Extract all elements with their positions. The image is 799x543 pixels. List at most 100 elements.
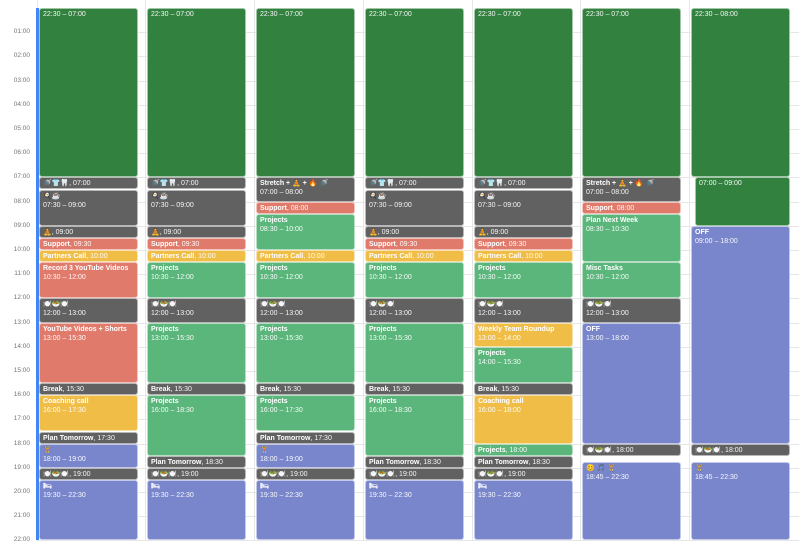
calendar-event[interactable]: Projects 13:00 – 15:30 — [256, 322, 355, 384]
hour-label: 14:00 — [13, 342, 30, 350]
calendar-event[interactable]: Projects 16:00 – 17:30 — [256, 395, 355, 432]
hour-label: 17:00 — [13, 415, 30, 423]
calendar-event[interactable]: 🧘, 09:00 — [474, 225, 573, 238]
calendar-event[interactable]: Projects 10:30 – 12:00 — [365, 262, 464, 299]
calendar-event[interactable]: Projects 14:00 – 15:30 — [474, 346, 573, 384]
calendar-event[interactable]: 22:30 – 07:00 — [39, 8, 138, 178]
calendar-event[interactable]: 22:30 – 07:00 — [474, 8, 573, 178]
event-time: 18:00 — [725, 446, 743, 454]
calendar-event[interactable]: Plan Tomorrow, 18:30 — [147, 455, 246, 468]
calendar-event[interactable]: Projects 16:00 – 18:30 — [147, 395, 246, 456]
calendar-event[interactable]: 🚿👕🦷, 07:00 — [147, 177, 246, 190]
calendar-event[interactable]: Support, 09:30 — [39, 237, 138, 250]
calendar-event[interactable]: 07:00 – 09:00 — [695, 177, 790, 226]
calendar-event[interactable]: 🧘, 09:00 — [147, 225, 246, 238]
event-time: 07:30 – 09:00 — [478, 201, 521, 209]
event-time: 10:30 – 12:00 — [43, 274, 86, 282]
calendar-event[interactable]: 😊 🎵 🏋 18:45 – 22:30 — [582, 461, 681, 540]
calendar-event[interactable]: 🍽️🥗🍽️ 12:00 – 13:00 — [365, 298, 464, 323]
calendar-event[interactable]: 🍽️🥗🍽️, 19:00 — [365, 467, 464, 480]
calendar-event[interactable]: Stretch + 🧘 + 🔥 🚿 07:00 – 08:00 — [256, 177, 355, 202]
calendar-event[interactable]: 🍽️🥗🍽️, 19:00 — [39, 467, 138, 480]
calendar-event[interactable]: 🍽️🥗🍽️ 12:00 – 13:00 — [147, 298, 246, 323]
calendar-event[interactable]: YouTube Videos + Shorts 13:00 – 15:30 — [39, 322, 138, 384]
calendar-event[interactable]: Plan Tomorrow, 17:30 — [256, 431, 355, 444]
calendar-event[interactable]: Break, 15:30 — [147, 383, 246, 396]
calendar-event[interactable]: Projects 16:00 – 18:30 — [365, 395, 464, 456]
calendar-event[interactable]: OFF 13:00 – 18:00 — [582, 322, 681, 444]
calendar-event[interactable]: OFF 09:00 – 18:00 — [691, 225, 790, 444]
calendar-event[interactable]: 🍳☕ 07:30 – 09:00 — [365, 189, 464, 226]
calendar-event[interactable]: 🛏 19:30 – 22:30 — [147, 479, 246, 540]
calendar-event[interactable]: Weekly Team Roundup 13:00 – 14:00 — [474, 322, 573, 347]
calendar-event[interactable]: 22:30 – 08:00 — [691, 8, 790, 178]
calendar-event[interactable]: Projects 13:00 – 15:30 — [147, 322, 246, 384]
calendar-event[interactable]: 🍳☕ 07:30 – 09:00 — [147, 189, 246, 226]
calendar-event[interactable]: Support, 09:30 — [365, 237, 464, 250]
calendar-event[interactable]: 22:30 – 07:00 — [365, 8, 464, 178]
calendar-event[interactable]: Plan Tomorrow, 18:30 — [474, 455, 573, 468]
event-title: Projects — [478, 265, 506, 273]
calendar-event[interactable]: 22:30 – 07:00 — [147, 8, 246, 178]
event-title: Support — [151, 240, 178, 248]
calendar-event[interactable]: Projects 08:30 – 10:00 — [256, 213, 355, 250]
calendar-event[interactable]: 🚿👕🦷, 07:00 — [365, 177, 464, 190]
calendar-event[interactable]: Support, 08:00 — [256, 201, 355, 214]
event-time: 22:30 – 07:00 — [478, 11, 521, 18]
calendar-event[interactable]: Break, 15:30 — [256, 383, 355, 396]
calendar-event[interactable]: Break, 15:30 — [39, 383, 138, 396]
calendar-event[interactable]: Partners Call, 10:00 — [474, 250, 573, 263]
calendar-event[interactable]: Projects 10:30 – 12:00 — [474, 262, 573, 299]
calendar-event[interactable]: 🚿👕🦷, 07:00 — [474, 177, 573, 190]
calendar-event[interactable]: Support, 09:30 — [474, 237, 573, 250]
calendar-event[interactable]: 🛏 19:30 – 22:30 — [39, 479, 138, 540]
calendar-event[interactable]: Coaching call 16:00 – 17:30 — [39, 395, 138, 432]
calendar-event[interactable]: Plan Tomorrow, 17:30 — [39, 431, 138, 444]
calendar-event[interactable]: 🚿👕🦷, 07:00 — [39, 177, 138, 190]
event-separator: , — [419, 458, 424, 466]
calendar-event[interactable]: 🍽️🥗🍽️ 12:00 – 13:00 — [474, 298, 573, 323]
event-time: 10:00 — [198, 253, 216, 260]
calendar-event[interactable]: 🛏 19:30 – 22:30 — [474, 479, 573, 540]
calendar-event[interactable]: 🏋 18:00 – 19:00 — [256, 443, 355, 468]
calendar-event[interactable]: 22:30 – 07:00 — [256, 8, 355, 178]
calendar-event[interactable]: Partners Call, 10:00 — [256, 250, 355, 263]
calendar-event[interactable]: 🍳☕ 07:30 – 09:00 — [39, 189, 138, 226]
calendar-event[interactable]: Projects, 18:00 — [474, 443, 573, 456]
calendar-event[interactable]: 🏋 18:45 – 22:30 — [691, 461, 790, 540]
calendar-event[interactable]: 🍽️🥗🍽️ 12:00 – 13:00 — [582, 298, 681, 323]
calendar-event[interactable]: Support, 08:00 — [582, 201, 681, 214]
event-separator: , — [497, 386, 502, 394]
calendar-event[interactable]: Stretch + 🧘 + 🔥 🚿 07:00 – 08:00 — [582, 177, 681, 202]
calendar-event[interactable]: Record 3 YouTube Videos 10:30 – 12:00 — [39, 262, 138, 299]
calendar-event[interactable]: Partners Call, 10:00 — [147, 250, 246, 263]
calendar-event[interactable]: 🛏 19:30 – 22:30 — [256, 479, 355, 540]
calendar-event[interactable]: 🧘, 09:00 — [365, 225, 464, 238]
calendar-event[interactable]: Misc Tasks 10:30 – 12:00 — [582, 262, 681, 299]
calendar-event[interactable]: Support, 09:30 — [147, 237, 246, 250]
calendar-event[interactable]: 🍽️🥗🍽️, 18:00 — [582, 443, 681, 456]
calendar-event[interactable]: 🏋 18:00 – 19:00 — [39, 443, 138, 468]
calendar-event[interactable]: 🍽️🥗🍽️ 12:00 – 13:00 — [39, 298, 138, 323]
calendar-event[interactable]: 🍽️🥗🍽️, 18:00 — [691, 443, 790, 456]
event-time: 18:30 — [532, 458, 550, 466]
calendar-event[interactable]: Plan Tomorrow, 18:30 — [365, 455, 464, 468]
calendar-event[interactable]: Projects 13:00 – 15:30 — [365, 322, 464, 384]
calendar-event[interactable]: Projects 10:30 – 12:00 — [256, 262, 355, 299]
calendar-event[interactable]: 🧘, 09:00 — [39, 225, 138, 238]
calendar-event[interactable]: Coaching call 16:00 – 18:00 — [474, 395, 573, 444]
calendar-event[interactable]: Break, 15:30 — [474, 383, 573, 396]
calendar-event[interactable]: 🍽️🥗🍽️ 12:00 – 13:00 — [256, 298, 355, 323]
calendar-event[interactable]: 🍽️🥗🍽️, 19:00 — [256, 467, 355, 480]
calendar-event[interactable]: 🛏 19:30 – 22:30 — [365, 479, 464, 540]
calendar-event[interactable]: 🍽️🥗🍽️, 19:00 — [474, 467, 573, 480]
calendar-event[interactable]: Plan Next Week 08:30 – 10:30 — [582, 213, 681, 263]
calendar-event[interactable]: Projects 10:30 – 12:00 — [147, 262, 246, 299]
calendar-event[interactable]: 22:30 – 07:00 — [582, 8, 681, 178]
calendar-event[interactable]: 🍽️🥗🍽️, 19:00 — [147, 467, 246, 480]
calendar-event[interactable]: Partners Call, 10:00 — [365, 250, 464, 263]
calendar-event[interactable]: 🍳☕ 07:30 – 09:00 — [474, 189, 573, 226]
calendar-event[interactable]: Break, 15:30 — [365, 383, 464, 396]
event-time: 19:00 — [508, 470, 526, 478]
calendar-event[interactable]: Partners Call, 10:00 — [39, 250, 138, 263]
